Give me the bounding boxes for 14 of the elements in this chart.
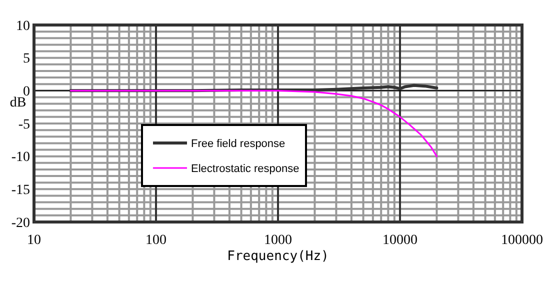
legend-label: Electrostatic response — [191, 162, 300, 175]
y-tick-label: 5 — [23, 52, 30, 67]
y-tick-label: -20 — [11, 216, 30, 231]
x-tick-label: 100000 — [501, 233, 543, 248]
legend-label: Free field response — [191, 138, 286, 150]
x-axis-title: Frequency(Hz) — [227, 249, 329, 264]
x-tick-label: 10000 — [382, 233, 418, 248]
x-tick-label: 100 — [146, 233, 166, 248]
y-axis-title: dB — [10, 96, 26, 111]
y-tick-label: -10 — [11, 150, 30, 166]
y-tick-label: -5 — [18, 117, 30, 132]
y-tick-label: -15 — [11, 183, 30, 198]
x-tick-label: 1000 — [264, 233, 292, 248]
y-tick-label: 10 — [16, 18, 30, 34]
